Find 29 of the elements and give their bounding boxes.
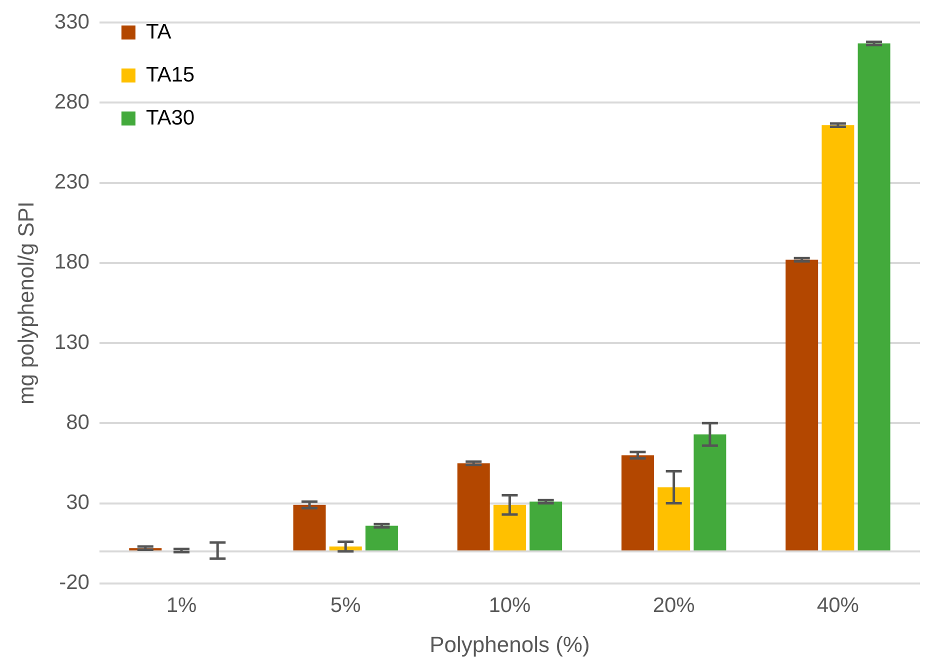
- y-tick-label: 30: [66, 491, 90, 514]
- bar: [658, 487, 690, 552]
- bar: [858, 43, 890, 552]
- y-tick-label: 180: [54, 250, 90, 274]
- legend-label: TA: [146, 20, 172, 44]
- x-tick-label: 10%: [488, 594, 531, 617]
- y-tick-label: -20: [59, 571, 90, 594]
- bar: [493, 504, 526, 552]
- x-axis-title: Polyphenols (%): [430, 632, 590, 657]
- legend-label: TA30: [146, 106, 195, 130]
- bar: [365, 526, 398, 552]
- bar: [694, 434, 726, 552]
- bar: [530, 502, 562, 552]
- x-tick-label: 1%: [166, 594, 197, 617]
- y-tick-label: 80: [66, 410, 90, 434]
- y-tick-label: 330: [54, 10, 90, 34]
- y-tick-label: 130: [54, 330, 90, 354]
- y-axis-title: mg polyphenol/g SPI: [13, 201, 38, 405]
- x-tick-label: 5%: [330, 594, 361, 617]
- y-tick-label: 280: [54, 90, 90, 114]
- bar: [786, 260, 818, 552]
- bar: [621, 455, 654, 552]
- bar: [293, 504, 326, 552]
- x-tick-label: 40%: [816, 594, 859, 617]
- bar: [457, 463, 490, 552]
- y-tick-label: 230: [54, 170, 90, 194]
- bar: [822, 125, 854, 552]
- legend-label: TA15: [146, 63, 195, 86]
- x-tick-label: 20%: [652, 594, 695, 617]
